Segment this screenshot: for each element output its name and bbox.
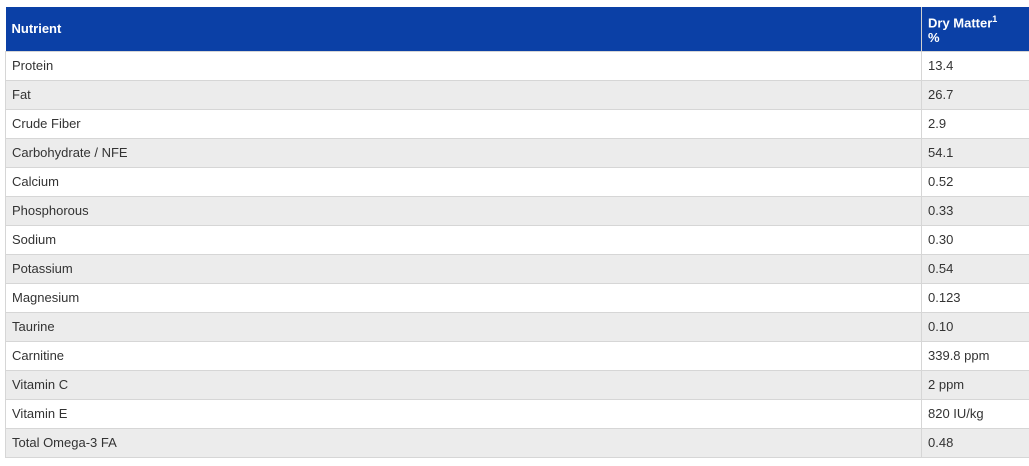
table-row: Potassium 0.54	[5, 253, 1029, 284]
table-row: Calcium 0.52	[5, 166, 1029, 197]
table-row: Magnesium 0.123	[5, 282, 1029, 313]
nutrient-value: 26.7	[921, 79, 1029, 110]
nutrient-name: Magnesium	[5, 282, 922, 313]
table-header: Nutrient Dry Matter1%	[5, 7, 1029, 51]
nutrient-name: Carnitine	[5, 340, 922, 371]
nutrient-value: 820 IU/kg	[921, 398, 1029, 429]
table-row: Protein 13.4	[5, 50, 1029, 81]
nutrient-value: 0.52	[921, 166, 1029, 197]
nutrient-value: 0.48	[921, 427, 1029, 458]
header-label: Dry Matter	[928, 15, 993, 31]
table-row: Sodium 0.30	[5, 224, 1029, 255]
nutrient-value: 0.54	[921, 253, 1029, 284]
nutrient-name: Crude Fiber	[5, 108, 922, 139]
nutrient-name: Protein	[5, 50, 922, 81]
table-row: Carnitine 339.8 ppm	[5, 340, 1029, 371]
table-row: Fat 26.7	[5, 79, 1029, 110]
nutrient-value: 0.30	[921, 224, 1029, 255]
nutrient-value: 0.123	[921, 282, 1029, 313]
nutrient-value: 2.9	[921, 108, 1029, 139]
nutrient-name: Vitamin E	[5, 398, 922, 429]
nutrient-value: 54.1	[921, 137, 1029, 168]
table-row: Taurine 0.10	[5, 311, 1029, 342]
nutrient-name: Sodium	[5, 224, 922, 255]
table-row: Carbohydrate / NFE 54.1	[5, 137, 1029, 168]
nutrient-name: Carbohydrate / NFE	[5, 137, 922, 168]
nutrient-name: Calcium	[5, 166, 922, 197]
header-cell: Dry Matter1%	[921, 7, 1029, 51]
table-row: Total Omega-3 FA 0.48	[5, 427, 1029, 458]
nutrient-value: 2 ppm	[921, 369, 1029, 400]
nutrient-value: 0.10	[921, 311, 1029, 342]
footnote-mark: 1	[992, 14, 998, 25]
header-row: Nutrient Dry Matter1%	[5, 7, 1029, 51]
table-row: Phosphorous 0.33	[5, 195, 1029, 226]
table-row: Crude Fiber 2.9	[5, 108, 1029, 139]
header-unit: %	[928, 30, 940, 46]
nutrient-name: Potassium	[5, 253, 922, 284]
nutrient-value: 0.33	[921, 195, 1029, 226]
nutrient-name: Phosphorous	[5, 195, 922, 226]
table-body: Protein 13.4 Fat 26.7 Crude Fiber 2.9 Carbohyd…	[5, 50, 1029, 458]
nutrient-value: 13.4	[921, 50, 1029, 81]
nutrient-value: 339.8 ppm	[921, 340, 1029, 371]
header-cell: Nutrient	[5, 7, 922, 51]
nutrient-table: Nutrient Dry Matter1% Protein 13.4 Fat 26.7…	[5, 7, 1029, 458]
table-row: Vitamin E 820 IU/kg	[5, 398, 1029, 429]
nutrient-name: Fat	[5, 79, 922, 110]
nutrient-name: Vitamin C	[5, 369, 922, 400]
nutrient-name: Total Omega-3 FA	[5, 427, 922, 458]
nutrient-name: Taurine	[5, 311, 922, 342]
